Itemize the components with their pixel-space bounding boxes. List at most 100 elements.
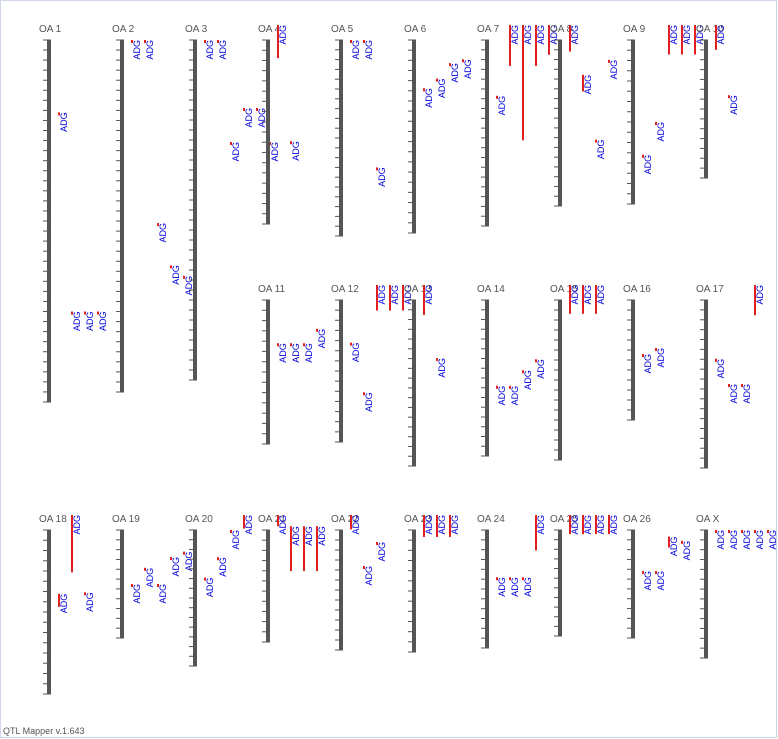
qtl-trait-label[interactable]: ADG (609, 515, 619, 535)
qtl-trait-label[interactable]: ADG (536, 359, 546, 379)
qtl-trait-label[interactable]: ADG (171, 265, 181, 285)
qtl-trait-label[interactable]: ADG (450, 63, 460, 83)
qtl-trait-label[interactable]: ADG (184, 552, 194, 572)
qtl-trait-label[interactable]: ADG (669, 25, 679, 45)
qtl-trait-label[interactable]: ADG (643, 354, 653, 374)
qtl-trait-label[interactable]: ADG (257, 108, 267, 128)
qtl-trait-label[interactable]: ADG (364, 566, 374, 586)
qtl-trait-label[interactable]: ADG (403, 285, 413, 305)
qtl-trait-label[interactable]: ADG (364, 40, 374, 60)
qtl-trait-label[interactable]: ADG (669, 537, 679, 557)
qtl-trait-label[interactable]: ADG (231, 142, 241, 162)
qtl-trait-label[interactable]: ADG (291, 526, 301, 546)
qtl-trait-label[interactable]: ADG (755, 530, 765, 550)
qtl-trait-label[interactable]: ADG (72, 312, 82, 332)
qtl-trait-label[interactable]: ADG (755, 285, 765, 305)
qtl-trait-label[interactable]: ADG (656, 348, 666, 368)
qtl-trait-label[interactable]: ADG (59, 594, 69, 614)
qtl-trait-label[interactable]: ADG (609, 60, 619, 80)
qtl-trait-label[interactable]: ADG (145, 40, 155, 60)
qtl-trait-label[interactable]: ADG (716, 359, 726, 379)
qtl-trait-label[interactable]: ADG (656, 571, 666, 591)
qtl-trait-label[interactable]: ADG (583, 285, 593, 305)
qtl-trait-label[interactable]: ADG (742, 530, 752, 550)
qtl-trait-label[interactable]: ADG (536, 25, 546, 45)
qtl-trait-label[interactable]: ADG (317, 526, 327, 546)
qtl-trait-label[interactable]: ADG (304, 526, 314, 546)
qtl-trait-label[interactable]: ADG (510, 25, 520, 45)
qtl-trait-label[interactable]: ADG (145, 568, 155, 588)
qtl-trait-label[interactable]: ADG (59, 112, 69, 132)
qtl-trait-label[interactable]: ADG (377, 542, 387, 562)
qtl-trait-label[interactable]: ADG (218, 40, 228, 60)
qtl-trait-label[interactable]: ADG (98, 312, 108, 332)
qtl-trait-label[interactable]: ADG (536, 515, 546, 535)
qtl-trait-label[interactable]: ADG (377, 167, 387, 187)
qtl-trait-label[interactable]: ADG (463, 59, 473, 79)
qtl-trait-label[interactable]: ADG (437, 358, 447, 378)
qtl-trait-label[interactable]: ADG (450, 515, 460, 535)
qtl-trait-label[interactable]: ADG (291, 343, 301, 363)
qtl-trait-label[interactable]: ADG (85, 592, 95, 612)
qtl-trait-label[interactable]: ADG (244, 108, 254, 128)
qtl-trait-label[interactable]: ADG (278, 515, 288, 535)
qtl-trait-label[interactable]: ADG (729, 384, 739, 404)
qtl-trait-label[interactable]: ADG (716, 530, 726, 550)
qtl-trait-label[interactable]: ADG (171, 557, 181, 577)
qtl-trait-label[interactable]: ADG (549, 25, 559, 45)
qtl-trait-label[interactable]: ADG (768, 530, 778, 550)
qtl-trait-label[interactable]: ADG (583, 75, 593, 95)
qtl-trait-label[interactable]: ADG (682, 25, 692, 45)
qtl-trait-label[interactable]: ADG (523, 370, 533, 390)
qtl-trait-label[interactable]: ADG (244, 515, 254, 535)
qtl-trait-label[interactable]: ADG (583, 515, 593, 535)
qtl-trait-label[interactable]: ADG (377, 285, 387, 305)
qtl-trait-label[interactable]: ADG (510, 577, 520, 597)
qtl-trait-label[interactable]: ADG (716, 25, 726, 45)
qtl-trait-label[interactable]: ADG (437, 79, 447, 99)
qtl-trait-label[interactable]: ADG (729, 530, 739, 550)
qtl-trait-label[interactable]: ADG (643, 571, 653, 591)
qtl-trait-label[interactable]: ADG (424, 285, 434, 305)
qtl-trait-label[interactable]: ADG (695, 25, 705, 45)
qtl-trait-label[interactable]: ADG (643, 155, 653, 175)
qtl-trait-label[interactable]: ADG (351, 343, 361, 363)
qtl-trait-label[interactable]: ADG (596, 515, 606, 535)
qtl-trait-label[interactable]: ADG (184, 276, 194, 296)
qtl-trait-label[interactable]: ADG (570, 515, 580, 535)
qtl-trait-label[interactable]: ADG (424, 515, 434, 535)
qtl-trait-label[interactable]: ADG (596, 285, 606, 305)
qtl-trait-label[interactable]: ADG (682, 541, 692, 561)
qtl-trait-label[interactable]: ADG (497, 96, 507, 116)
qtl-trait-label[interactable]: ADG (424, 88, 434, 108)
qtl-trait-label[interactable]: ADG (132, 584, 142, 604)
qtl-trait-label[interactable]: ADG (158, 223, 168, 243)
qtl-trait-label[interactable]: ADG (291, 141, 301, 161)
qtl-trait-label[interactable]: ADG (523, 577, 533, 597)
qtl-trait-label[interactable]: ADG (351, 515, 361, 535)
qtl-trait-label[interactable]: ADG (596, 140, 606, 160)
qtl-trait-label[interactable]: ADG (132, 40, 142, 60)
qtl-trait-label[interactable]: ADG (729, 95, 739, 115)
qtl-trait-label[interactable]: ADG (85, 312, 95, 332)
qtl-trait-label[interactable]: ADG (72, 515, 82, 535)
qtl-trait-label[interactable]: ADG (510, 386, 520, 406)
qtl-trait-label[interactable]: ADG (270, 142, 280, 162)
qtl-trait-label[interactable]: ADG (158, 584, 168, 604)
qtl-trait-label[interactable]: ADG (656, 122, 666, 142)
qtl-trait-label[interactable]: ADG (278, 343, 288, 363)
qtl-trait-label[interactable]: ADG (497, 577, 507, 597)
qtl-trait-label[interactable]: ADG (390, 285, 400, 305)
qtl-trait-label[interactable]: ADG (437, 515, 447, 535)
qtl-trait-label[interactable]: ADG (570, 25, 580, 45)
qtl-trait-label[interactable]: ADG (497, 386, 507, 406)
qtl-trait-label[interactable]: ADG (205, 40, 215, 60)
qtl-trait-label[interactable]: ADG (231, 530, 241, 550)
qtl-trait-label[interactable]: ADG (742, 384, 752, 404)
qtl-trait-label[interactable]: ADG (205, 578, 215, 598)
qtl-trait-label[interactable]: ADG (218, 557, 228, 577)
qtl-trait-label[interactable]: ADG (570, 285, 580, 305)
qtl-trait-label[interactable]: ADG (364, 392, 374, 412)
qtl-trait-label[interactable]: ADG (304, 343, 314, 363)
qtl-trait-label[interactable]: ADG (278, 25, 288, 45)
